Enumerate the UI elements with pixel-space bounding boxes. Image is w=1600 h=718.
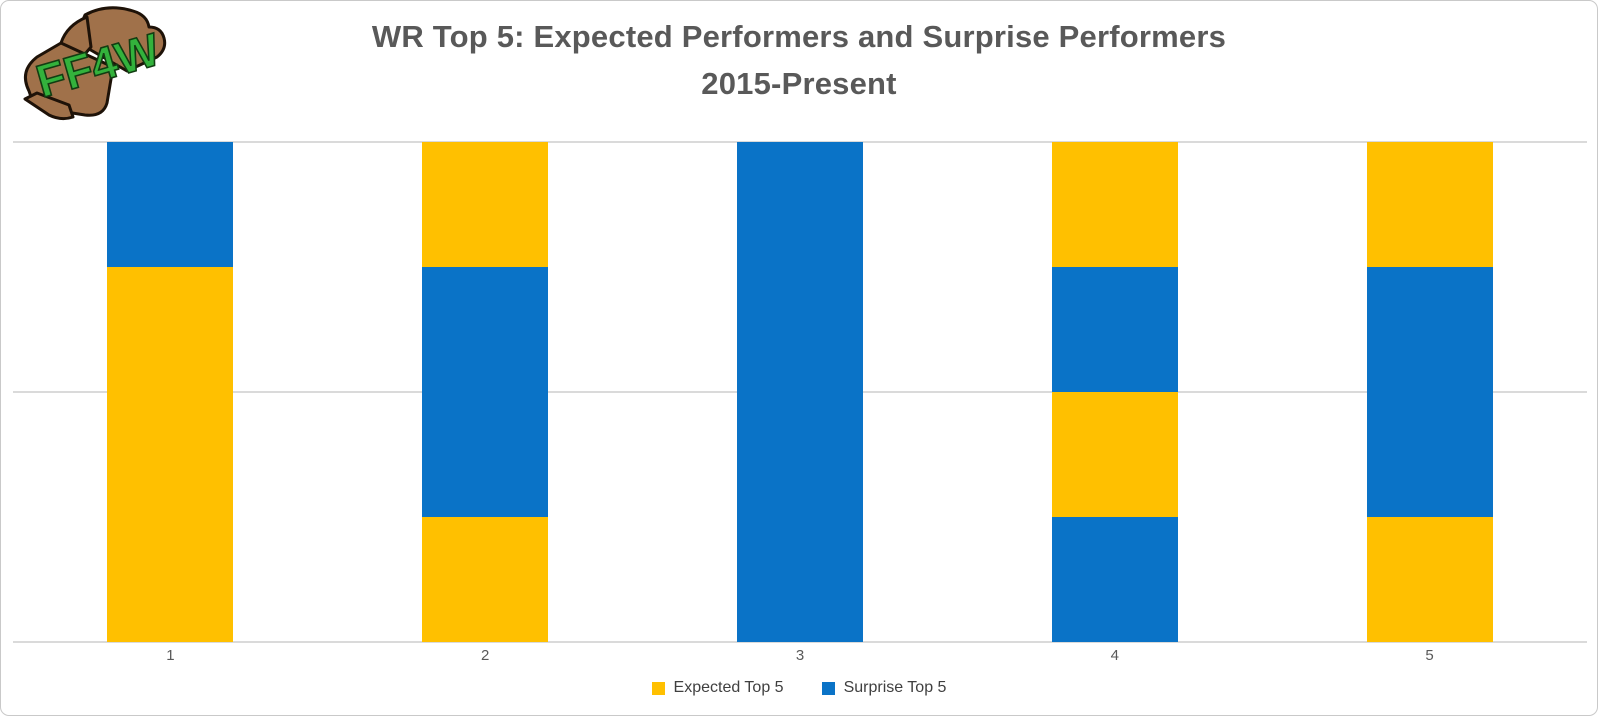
bar-segment xyxy=(107,267,234,392)
legend-swatch xyxy=(821,681,835,695)
chart-subtitle: 2015-Present xyxy=(701,66,897,101)
legend-item: Surprise Top 5 xyxy=(821,679,947,697)
chart-title-block: WR Top 5: Expected Performers and Surpri… xyxy=(1,13,1597,107)
logo-wrist xyxy=(23,91,75,121)
gridline-y-0 xyxy=(13,641,1587,643)
x-axis-label-1: 1 xyxy=(166,647,175,664)
bar-segment xyxy=(422,267,549,392)
bar-segment xyxy=(1051,142,1178,267)
bar-cell-1 xyxy=(13,142,328,642)
bar-segment xyxy=(1051,517,1178,642)
bar-rank-2 xyxy=(422,142,549,642)
x-axis-label-5: 5 xyxy=(1425,647,1434,664)
bar-segment xyxy=(422,142,549,267)
bar-cell-4 xyxy=(957,142,1272,642)
bar-segment xyxy=(1366,267,1493,392)
bar-rank-3 xyxy=(737,142,863,642)
bar-segment xyxy=(107,142,234,267)
bar-rank-4 xyxy=(1051,142,1178,642)
bar-segment xyxy=(1051,392,1178,517)
bar-segment xyxy=(1366,142,1493,267)
bar-segment xyxy=(422,392,549,517)
legend-swatch xyxy=(651,681,665,695)
x-axis-label-4: 4 xyxy=(1110,647,1119,664)
plot-area xyxy=(13,141,1587,643)
x-axis-label-3: 3 xyxy=(795,647,805,664)
bar-segment xyxy=(737,392,863,517)
bar-segment xyxy=(1366,392,1493,517)
legend-label: Surprise Top 5 xyxy=(843,679,947,696)
bar-cell-2 xyxy=(328,142,643,642)
x-axis: 1 2 3 4 5 xyxy=(13,647,1587,664)
ff4w-logo: FF4W xyxy=(23,6,167,121)
bar-segment xyxy=(737,142,863,267)
bar-segment xyxy=(107,392,234,517)
legend: Expected Top 5 Surprise Top 5 xyxy=(1,679,1597,697)
bar-segment xyxy=(1051,267,1178,392)
bar-rank-1 xyxy=(107,142,234,642)
bar-rank-5 xyxy=(1366,142,1493,642)
bar-segment xyxy=(1366,517,1493,642)
legend-item: Expected Top 5 xyxy=(651,679,784,697)
bar-segment xyxy=(107,517,234,642)
bar-segment xyxy=(422,517,549,642)
x-axis-label-2: 2 xyxy=(481,647,490,664)
bar-cell-3 xyxy=(643,142,958,642)
bars-container xyxy=(13,142,1587,642)
chart-title: WR Top 5: Expected Performers and Surpri… xyxy=(371,19,1227,54)
bar-segment xyxy=(737,517,863,642)
bar-segment xyxy=(737,267,863,392)
bar-cell-5 xyxy=(1272,142,1587,642)
legend-label: Expected Top 5 xyxy=(673,679,784,696)
